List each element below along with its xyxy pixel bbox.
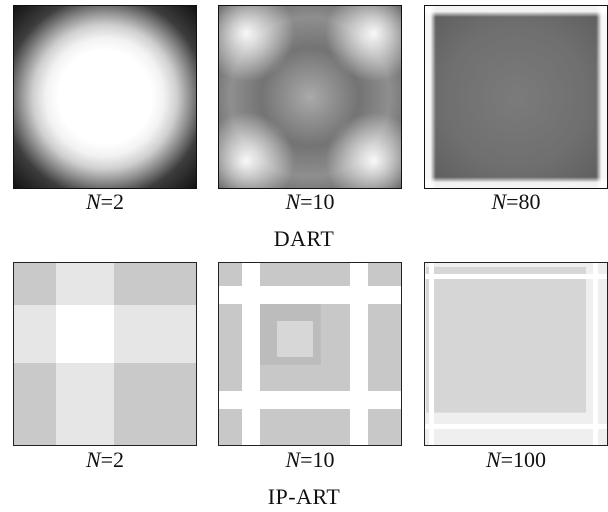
- ipart-section-title: IP-ART: [267, 484, 341, 509]
- dart-caption-n80-eq: =80: [506, 189, 541, 214]
- dart-panel-n80: [424, 5, 608, 189]
- ipart-panel-n2: [13, 262, 197, 446]
- ipart-caption-n10-eq: =10: [300, 447, 335, 472]
- ipart-panel-n10: [218, 262, 402, 446]
- ipart-caption-n100-n: N: [485, 447, 501, 472]
- ipart-panel-n100: [424, 262, 608, 446]
- dart-caption-n10-n: N: [285, 189, 301, 214]
- ipart-caption-n100-eq: =100: [500, 447, 547, 472]
- dart-caption-n2: N=2: [13, 190, 197, 214]
- ipart-caption-n10: N=10: [218, 448, 402, 472]
- ipart-caption-n2: N=2: [13, 448, 197, 472]
- dart-section-title: DART: [273, 226, 335, 251]
- dart-caption-n2-n: N: [85, 189, 101, 214]
- dart-caption-n10-eq: =10: [300, 189, 335, 214]
- dart-caption-n80-n: N: [491, 189, 507, 214]
- dart-caption-n2-eq: =2: [100, 189, 125, 214]
- dart-caption-n80: N=80: [424, 190, 608, 214]
- dart-panel-n2: [13, 5, 197, 189]
- dart-panel-n10: [218, 5, 402, 189]
- dart-caption-n10: N=10: [218, 190, 402, 214]
- ipart-caption-n100: N=100: [424, 448, 608, 472]
- ipart-caption-n2-eq: =2: [100, 447, 125, 472]
- ipart-caption-n10-n: N: [285, 447, 301, 472]
- ipart-caption-n2-n: N: [85, 447, 101, 472]
